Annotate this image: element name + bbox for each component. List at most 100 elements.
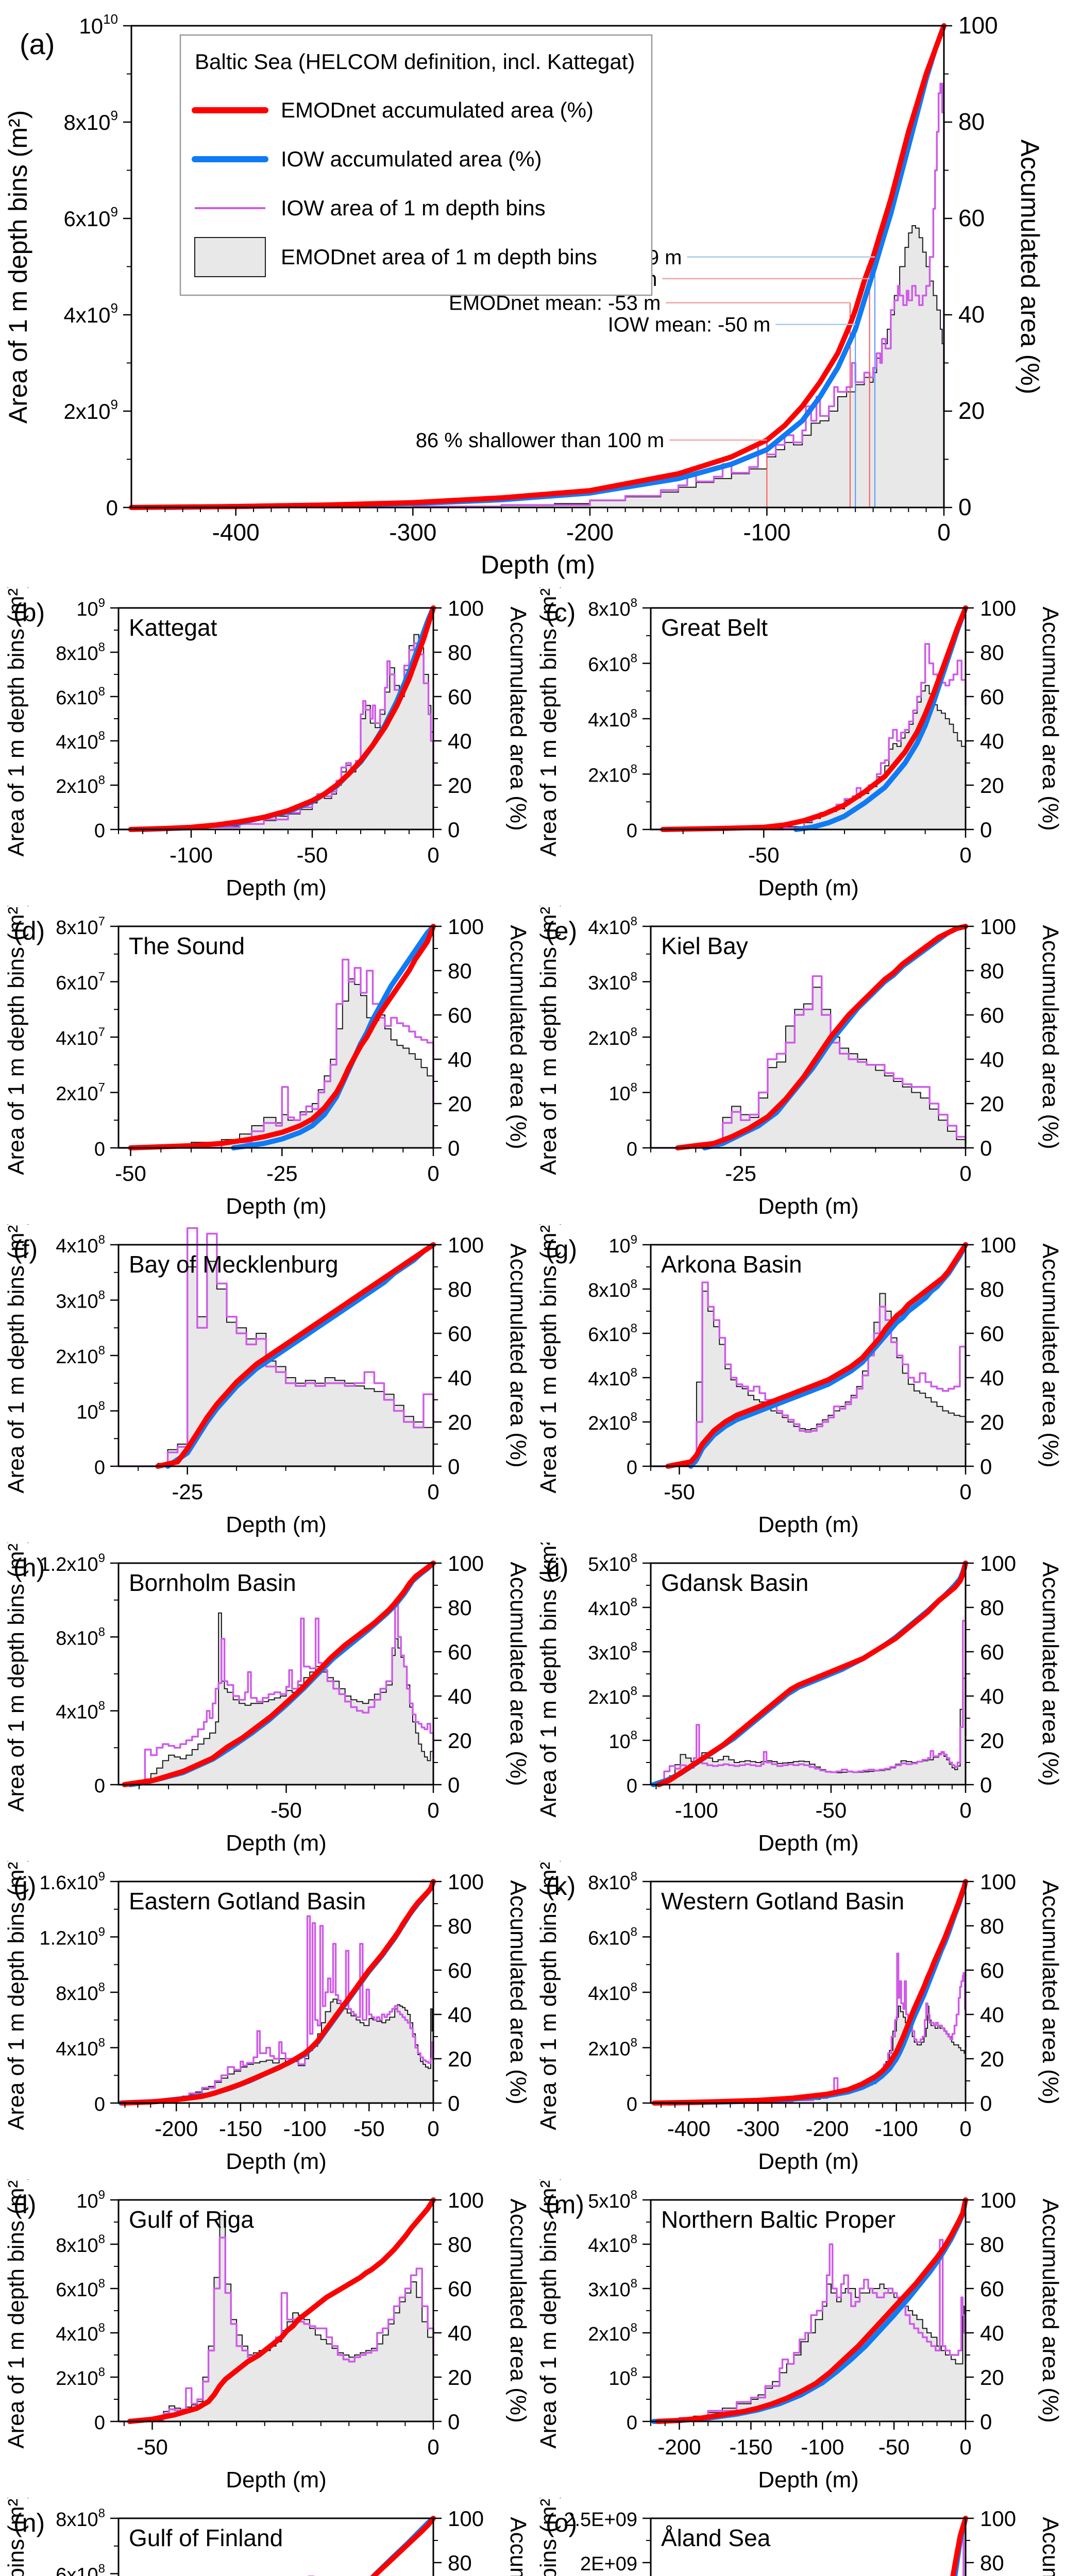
y-tick-label: 3x108 [588,1640,637,1664]
y-tick-label: 0 [106,496,118,520]
y-tick-label: 5x108 [588,2188,637,2212]
chart-o: -250-200-150-100-50005E+081E+091.5E+092E… [532,2498,1064,2576]
panel-title: Gulf of Finland [129,2524,283,2551]
y-tick-label: 3x108 [588,970,637,994]
right-axis-title: Accumulated area (%) [1016,140,1044,395]
plot-frame [650,2517,967,2576]
y-tick-label: 6x108 [588,1925,637,1950]
iow-histogram [119,642,434,831]
iow-histogram [651,1620,967,1786]
chart-l: -50 002x1084x1086x1088x108109020406080100… [0,2179,532,2498]
x-tick-label: -200 [805,2116,849,2141]
right-tick-label: 40 [980,2003,1004,2027]
right-tick-label: 40 [980,729,1004,753]
y-tick-label: 0 [94,1457,105,1479]
right-tick-label: 80 [448,1596,472,1620]
x-axis-title: Depth (m) [481,550,595,579]
panel-title: Kattegat [129,614,217,641]
x-tick-label: -100 [283,2116,327,2141]
panel-title: Bornholm Basin [129,1569,296,1596]
right-tick-label: 100 [448,1233,484,1257]
y-tick-label: 2x108 [588,2321,637,2345]
y-tick-label: 4x108 [588,914,637,939]
right-tick-label: 60 [448,1958,472,1982]
right-tick-label: 40 [448,1047,472,1072]
right-axis-title: Accumulated area (%) [1038,1880,1063,2104]
right-tick-label: 60 [980,2277,1004,2301]
x-axis-title: Depth (m) [758,1512,859,1537]
right-tick-label: 80 [448,959,472,983]
y-tick-label: 4x108 [56,1233,105,1257]
right-tick-label: 100 [958,12,998,39]
right-tick-label: 0 [980,2091,992,2115]
right-tick-label: 20 [980,1410,1004,1434]
y-tick-label: 4x108 [588,707,637,731]
right-tick-label: 60 [448,685,472,709]
y-tick-label: 0 [627,2412,637,2434]
emodnet-accumulated-curve [660,605,968,832]
x-tick-label: -25 [172,1480,203,1504]
right-tick-label: 80 [980,1914,1004,1938]
panel-j: -200 -150 -100 -50 0 0 4x108 8x108 1.2x109 1.6x10… [0,1861,532,2179]
y-tick-label: 2x108 [588,1025,637,1049]
right-axis-title: Accumulated area (%) [1038,1243,1063,1467]
left-axis-title: Area of 1 m depth bins (m²) [536,587,561,857]
y-tick-label: 0 [94,2094,105,2115]
right-tick-label: 0 [448,1454,460,1479]
legend-gray-box-swatch [194,237,266,277]
right-tick-label: 40 [980,1684,1004,1708]
figure-row-3: -50 -25 0 0 2x107 4x107 6x107 8x107 0 20 40 60 80 100… [0,906,1065,1224]
iow-histogram [119,1227,434,1467]
right-tick-label: 80 [448,2551,472,2575]
emodnet-accumulated-curve [665,1242,968,1469]
x-tick-label: -50 [748,843,780,867]
panel-k: -400 -300 -200 -100 0 0 2x108 4x108 6x108 8x108 0 2… [532,1861,1064,2179]
right-tick-label: 20 [448,2365,472,2389]
y-tick-label: 6x108 [588,652,637,676]
y-tick-label: 2x108 [56,2365,105,2389]
right-tick-label: 60 [980,1640,1004,1664]
panel-letter: (n) [13,2509,45,2537]
annotation-text: 86 % shallower than 100 m [416,429,665,452]
chart-n: -100-50002x1084x1086x1088x10802040608010… [0,2498,532,2576]
panel-title: Åland Sea [661,2524,771,2551]
y-tick-label: 6x108 [56,2562,105,2576]
right-tick-label: 40 [448,1366,472,1390]
panel-c: -50 0 0 2x108 4x108 6x108 8x108 0 20 40 60 80 100 Are… [532,587,1064,906]
plot-frame [117,2517,434,2576]
panel-title: Eastern Gotland Basin [129,1888,366,1914]
x-tick-label: -150 [729,2435,772,2459]
left-axis-title: Area of 1 m depth bins (m²) [4,1861,29,2130]
chart-background [0,2179,532,2498]
x-tick-label: -50 [271,1798,302,1822]
y-tick-label: 2x108 [56,773,105,798]
panel-letter: (c) [546,598,576,627]
emodnet-accumulated-curve [122,1561,436,1787]
y-tick-label: 2x108 [588,1684,637,1708]
right-axis-title: Accumulated area (%) [505,925,531,1149]
y-tick-label: 8x108 [588,1277,637,1301]
y-tick-label: 8x108 [56,1625,105,1649]
panel-letter: (a) [20,28,55,60]
panel-title: Gulf of Riga [129,2206,254,2233]
right-tick-label: 80 [980,1596,1004,1620]
emodnet-accumulated-curve [155,1242,436,1469]
y-tick-label: 8x108 [56,1980,105,2005]
x-tick-label: -100 [170,843,213,867]
panel-title: The Sound [129,933,245,959]
left-axis-title: Area of 1 m depth bins (m²) [4,2498,29,2576]
legend-item-label: IOW area of 1 m depth bins [281,196,546,220]
right-tick-label: 100 [980,914,1016,939]
panel-b: -100 -50 0 0 2x108 4x108 6x108 8x108 109 0 20 40 60 8… [0,587,532,906]
right-tick-label: 0 [448,2091,460,2115]
y-tick-label: 1.2x109 [40,1925,105,1950]
panel-letter: (g) [546,1235,577,1264]
right-tick-label: 60 [448,2277,472,2301]
y-tick-label: 0 [94,2412,105,2434]
x-tick-label: -50 [816,1798,847,1822]
x-tick-label: -200 [566,519,614,546]
right-tick-label: 100 [448,1870,484,1894]
iow-histogram [119,1601,434,1786]
